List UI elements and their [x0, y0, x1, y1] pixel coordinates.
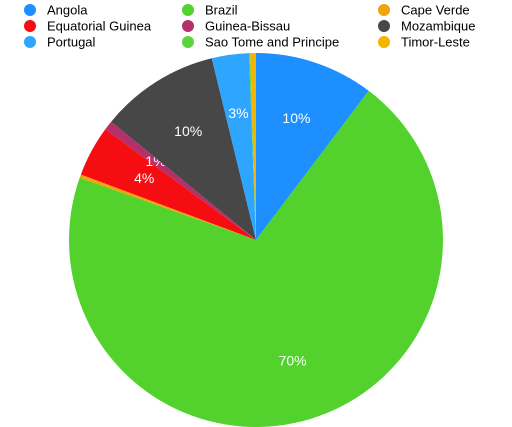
legend-label: Guinea-Bissau [205, 18, 290, 33]
slice-label: 10% [174, 123, 202, 139]
legend-label: Brazil [205, 2, 238, 17]
legend-label: Portugal [47, 34, 96, 49]
legend-swatch [182, 20, 194, 32]
legend-swatch [24, 4, 36, 16]
legend-label: Mozambique [401, 18, 475, 33]
legend-swatch [378, 4, 390, 16]
pie-slice [105, 121, 256, 240]
legend-swatch [24, 36, 36, 48]
legend-label: Equatorial Guinea [47, 18, 152, 33]
legend-swatch [24, 20, 36, 32]
pie-slice [248, 53, 256, 241]
slice-label: 4% [134, 170, 154, 186]
pie-slice [211, 53, 256, 240]
legend-label: Cape Verde [401, 2, 470, 17]
pie-slice [68, 90, 443, 427]
slice-label: 3% [228, 105, 248, 121]
pie-slice [111, 58, 256, 240]
legend-swatch [182, 4, 194, 16]
legend-swatch [182, 36, 194, 48]
legend-label: Timor-Leste [401, 34, 470, 49]
pie-slice [80, 129, 256, 240]
legend-swatch [378, 20, 390, 32]
legend-label: Sao Tome and Principe [205, 34, 339, 49]
pie-slice [79, 174, 256, 240]
pie-slice [250, 53, 256, 240]
legend-label: Angola [47, 2, 88, 17]
legend-swatch [378, 36, 390, 48]
slice-label: 10% [282, 110, 310, 126]
slice-label: 70% [279, 352, 307, 368]
pie-slice [256, 53, 369, 240]
